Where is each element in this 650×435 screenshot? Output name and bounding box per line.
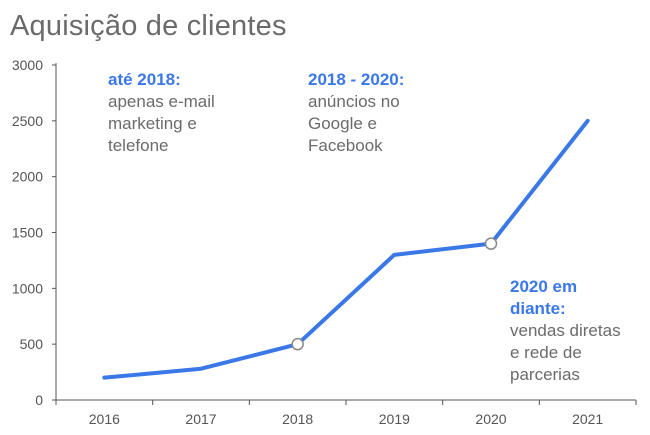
annotation-2018-2020: 2018 - 2020: anúncios no Google e Facebo… [308,69,404,157]
x-tick-label: 2021 [572,411,603,427]
annotation-heading: até 2018: [108,70,181,89]
x-tick-label: 2016 [89,411,120,427]
y-tick-label: 2000 [12,169,43,185]
annotation-heading: 2020 em diante: [510,277,578,318]
y-tick-label: 1000 [12,280,43,296]
y-tick-label: 3000 [12,57,43,73]
x-tick-label: 2020 [475,411,506,427]
annotation-text: vendas diretas e rede de parcerias [510,321,621,384]
annotation-until-2018: até 2018: apenas e-mail marketing e tele… [108,69,215,157]
x-tick-label: 2017 [185,411,216,427]
annotation-2020-onward: 2020 em diante: vendas diretas e rede de… [510,276,621,386]
y-tick-label: 500 [20,336,44,352]
chart-title: Aquisição de clientes [10,10,287,42]
x-tick-label: 2019 [379,411,410,427]
data-point-marker [291,337,304,351]
y-tick-label: 1500 [12,225,43,241]
series-line [102,118,590,380]
x-tick-label: 2018 [282,411,313,427]
annotation-text: apenas e-mail marketing e telefone [108,92,215,155]
y-tick-label: 2500 [12,113,43,129]
annotation-heading: 2018 - 2020: [308,70,405,89]
data-point-marker [484,237,498,250]
annotation-text: anúncios no Google e Facebook [308,92,400,155]
y-tick-label: 0 [35,392,43,408]
